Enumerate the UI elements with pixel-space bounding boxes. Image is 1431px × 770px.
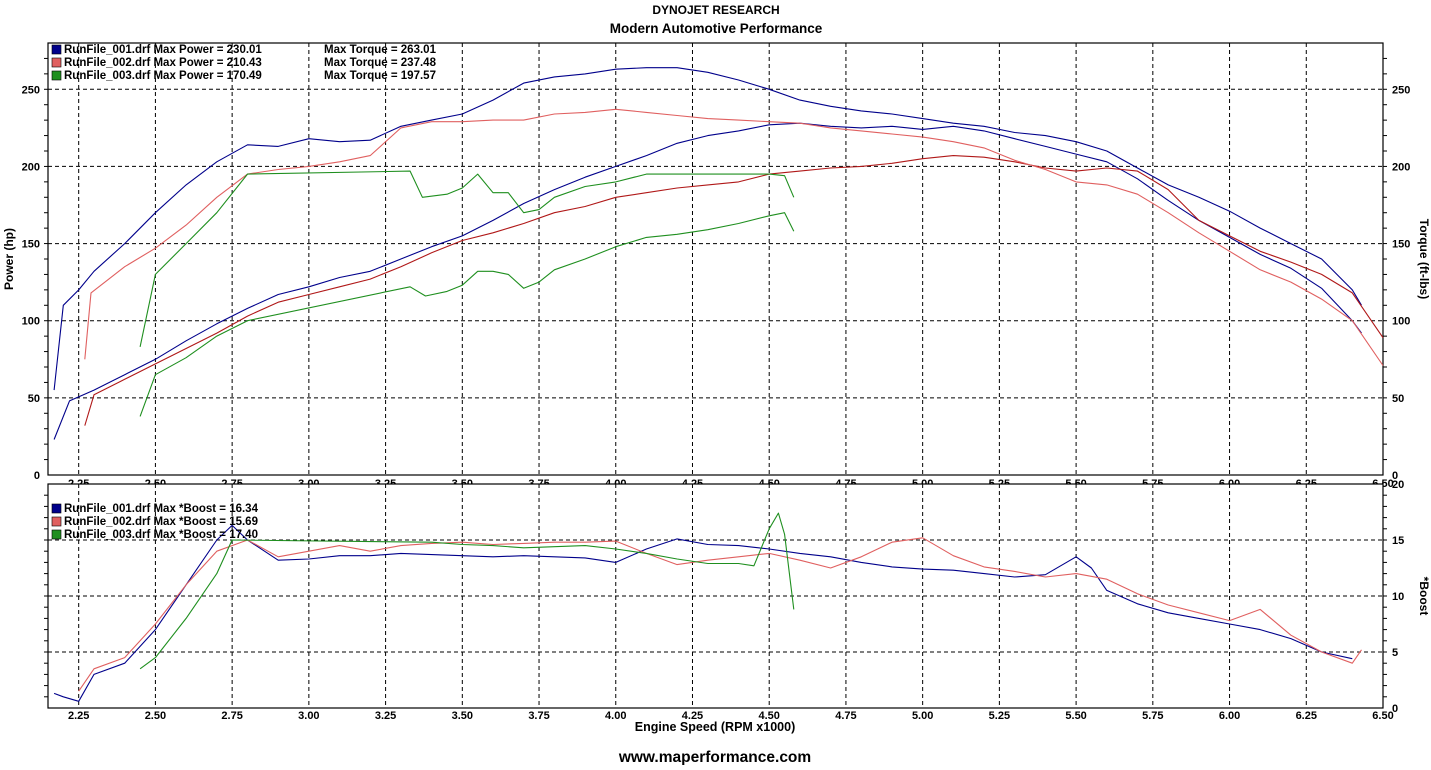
- boost-series-line-2: [78, 537, 1362, 692]
- x-tick-label: 3.00: [298, 710, 319, 722]
- torque-tick-label: 100: [1392, 316, 1410, 328]
- legend-torque-text: Max Torque = 197.57: [324, 70, 436, 82]
- power-tick-label: 50: [28, 393, 40, 405]
- legend-power-text: RunFile_003.drf Max Power = 170.49: [64, 70, 262, 82]
- legend-power-text: RunFile_002.drf Max Power = 210.43: [64, 57, 262, 69]
- x-tick-label: 6.00: [1219, 710, 1240, 722]
- torque-tick-label: 200: [1392, 161, 1410, 173]
- legend-swatch: [51, 516, 62, 527]
- power-axis-ticks: 0 50 100 150 200 250: [22, 84, 40, 482]
- legend-swatch: [51, 529, 62, 540]
- series-line-2: [53, 67, 1362, 391]
- legend-swatch: [51, 70, 62, 81]
- x-tick-label: 4.25: [682, 710, 703, 722]
- series-line-4: [84, 108, 1384, 366]
- x-tick-label: 2.25: [68, 710, 89, 722]
- power-torque-plot-area: [47, 42, 1384, 476]
- x-tick-label: 2.75: [221, 710, 242, 722]
- power-tick-label: 100: [22, 316, 40, 328]
- header-title: DYNOJET RESEARCH: [652, 3, 779, 17]
- x-tick-label: 5.50: [1065, 710, 1086, 722]
- x-tick-label: 3.25: [375, 710, 396, 722]
- boost-series-line-1: [53, 524, 1353, 702]
- legend-boost-text: RunFile_003.drf Max *Boost = 17.40: [64, 529, 258, 541]
- boost-grid: [44, 484, 1387, 708]
- x-tick-label: 4.00: [605, 710, 626, 722]
- x-tick-label: 6.25: [1296, 710, 1317, 722]
- boost-series-line-3: [139, 512, 795, 670]
- torque-tick-label: 250: [1392, 84, 1410, 96]
- power-torque-series: [53, 67, 1384, 440]
- power-torque-legend: RunFile_001.drf Max Power = 230.01 Max To…: [51, 44, 437, 82]
- boost-tick-label: 5: [1392, 647, 1398, 659]
- torque-tick-label: 150: [1392, 239, 1410, 251]
- legend-swatch: [51, 57, 62, 68]
- power-tick-label: 250: [22, 84, 40, 96]
- legend-torque-text: Max Torque = 263.01: [324, 44, 437, 56]
- x-tick-label: 3.50: [452, 710, 473, 722]
- x-tick-label: 4.75: [835, 710, 856, 722]
- series-line-3: [84, 155, 1384, 426]
- boost-series: [53, 512, 1362, 702]
- x-axis-label: Engine Speed (RPM x1000): [635, 720, 795, 734]
- x-tick-label: 2.50: [145, 710, 166, 722]
- power-torque-grid: [44, 43, 1387, 475]
- series-line-1: [53, 122, 1362, 440]
- boost-x-ticks: 2.25 2.50 2.75 3.00 3.25 3.50 3.75 4.00 4.25 4.50…: [68, 710, 1394, 722]
- legend-torque-text: Max Torque = 237.48: [324, 57, 437, 69]
- x-tick-label: 6.50: [1372, 710, 1393, 722]
- boost-legend: RunFile_001.drf Max *Boost = 16.34RunFil…: [51, 503, 259, 541]
- x-tick-label: 4.50: [758, 710, 779, 722]
- footer-url: www.maperformance.com: [618, 749, 811, 765]
- boost-axis-ticks: 0 5 10 15 20: [1392, 479, 1404, 715]
- power-tick-label: 150: [22, 239, 40, 251]
- power-axis-label: Power (hp): [2, 228, 16, 290]
- boost-tick-label: 0: [1392, 703, 1398, 715]
- torque-tick-label: 50: [1392, 393, 1404, 405]
- series-line-6: [139, 170, 795, 348]
- x-tick-label: 5.25: [989, 710, 1010, 722]
- boost-tick-label: 15: [1392, 535, 1404, 547]
- power-tick-label: 200: [22, 161, 40, 173]
- legend-swatch: [51, 503, 62, 514]
- torque-tick-label: 0: [1392, 470, 1398, 482]
- boost-axis-label: *Boost: [1417, 577, 1431, 616]
- x-tick-label: 5.00: [912, 710, 933, 722]
- power-tick-label: 0: [34, 470, 40, 482]
- header-subtitle: Modern Automotive Performance: [610, 21, 823, 36]
- legend-swatch: [51, 44, 62, 55]
- x-tick-label: 5.75: [1142, 710, 1163, 722]
- torque-axis-label: Torque (ft-lbs): [1417, 219, 1431, 299]
- torque-axis-ticks: 0 50 100 150 200 250: [1392, 84, 1410, 482]
- boost-tick-label: 10: [1392, 591, 1404, 603]
- x-tick-label: 3.75: [528, 710, 549, 722]
- legend-boost-text: RunFile_002.drf Max *Boost = 15.69: [64, 516, 258, 528]
- legend-power-text: RunFile_001.drf Max Power = 230.01: [64, 44, 262, 56]
- legend-boost-text: RunFile_001.drf Max *Boost = 16.34: [64, 503, 259, 515]
- series-line-5: [139, 212, 795, 417]
- boost-tick-label: 20: [1392, 479, 1404, 491]
